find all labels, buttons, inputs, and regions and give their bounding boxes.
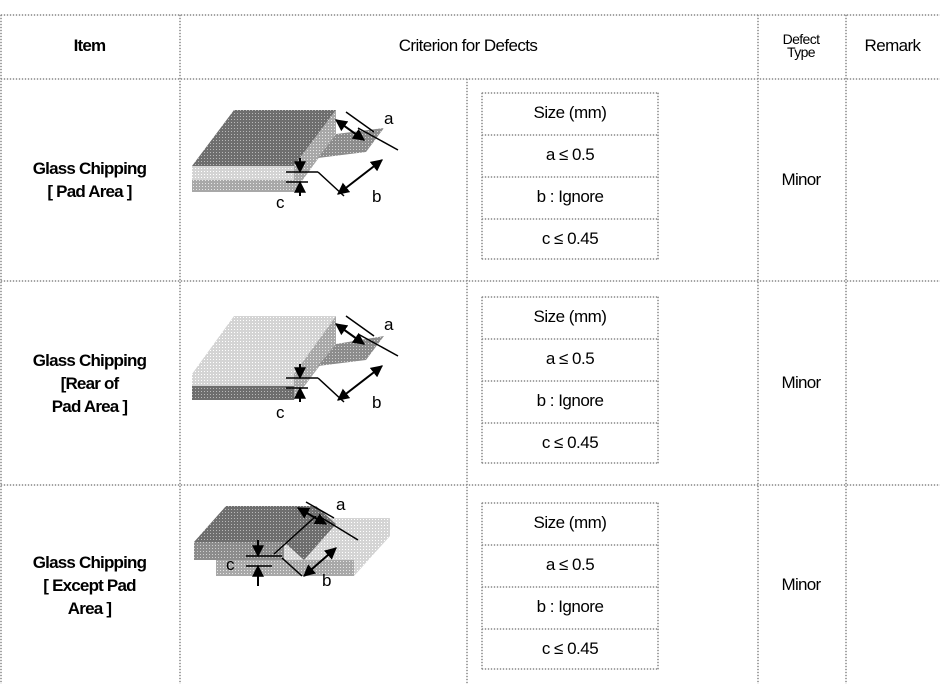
header-defect-type: Defect Type	[757, 14, 845, 78]
row-1-item: Glass Chipping [ Pad Area ]	[0, 80, 179, 280]
row-3-label-b: b	[322, 571, 331, 590]
header-criterion: Criterion for Defects	[398, 36, 538, 55]
row-1-item-line1: Glass Chipping	[32, 159, 147, 178]
row-2-spec-b: b : Ignore	[536, 391, 604, 410]
row-3-spec-table: Size (mm) a ≤ 0.5 b : Ignore c ≤ 0.45	[481, 502, 659, 670]
row-1-label-c: c	[276, 193, 285, 212]
header-defect-type-line1: Defect	[782, 31, 820, 47]
row-3-defect-type: Minor	[781, 575, 821, 594]
row-2-label-a: a	[384, 315, 394, 334]
row-2-spec-table: Size (mm) a ≤ 0.5 b : Ignore c ≤ 0.45	[481, 296, 659, 464]
row-3-item-line3: Area ]	[67, 598, 112, 618]
row-2-label-c: c	[276, 403, 285, 422]
row-2-spec-a: a ≤ 0.5	[545, 349, 595, 368]
header-remark: Remark	[864, 36, 922, 55]
row-3-spec-a: a ≤ 0.5	[545, 555, 595, 574]
row-3-item: Glass Chipping [ Except Pad Area ]	[0, 486, 179, 684]
row-2-item-line2: [Rear of	[60, 373, 120, 393]
row-3-label-c: c	[226, 555, 235, 574]
header-defect-type-line2: Type	[787, 44, 816, 60]
row-1-spec-table: Size (mm) a ≤ 0.5 b : Ignore c ≤ 0.45	[481, 92, 659, 260]
row-1-chipping-diagram: a b c	[192, 109, 399, 212]
row-3-item-line2: [ Except Pad	[43, 575, 136, 595]
row-1-defect-type: Minor	[781, 170, 821, 189]
row-2-remark	[845, 282, 940, 484]
row-2-chipping-diagram: a b c	[192, 315, 399, 422]
row-2-spec-c: c ≤ 0.45	[541, 433, 599, 452]
row-2-item: Glass Chipping [Rear of Pad Area ]	[0, 282, 179, 484]
row-1-spec-size: Size (mm)	[533, 103, 607, 122]
row-3-chipping-diagram: a b c	[194, 495, 390, 590]
row-1-spec-b: b : Ignore	[536, 187, 604, 206]
row-3-label-a: a	[336, 495, 346, 514]
row-2-item-line3: Pad Area ]	[51, 396, 128, 416]
row-1-spec-c: c ≤ 0.45	[541, 229, 599, 248]
header-item: Item	[73, 36, 107, 55]
row-2-spec-size: Size (mm)	[533, 307, 607, 326]
row-3-spec-c: c ≤ 0.45	[541, 639, 599, 658]
row-1-spec-a: a ≤ 0.5	[545, 145, 595, 164]
row-1-label-a: a	[384, 109, 394, 128]
row-2-label-b: b	[372, 393, 381, 412]
row-3-remark	[845, 486, 940, 684]
row-1-item-line2: [ Pad Area ]	[47, 182, 132, 201]
row-2-item-line1: Glass Chipping	[32, 350, 147, 370]
row-1-remark	[845, 80, 940, 280]
row-3-item-line1: Glass Chipping	[32, 552, 147, 572]
row-2-defect-type: Minor	[781, 373, 821, 392]
row-1-label-b: b	[372, 187, 381, 206]
row-3-spec-size: Size (mm)	[533, 513, 607, 532]
row-3-spec-b: b : Ignore	[536, 597, 604, 616]
